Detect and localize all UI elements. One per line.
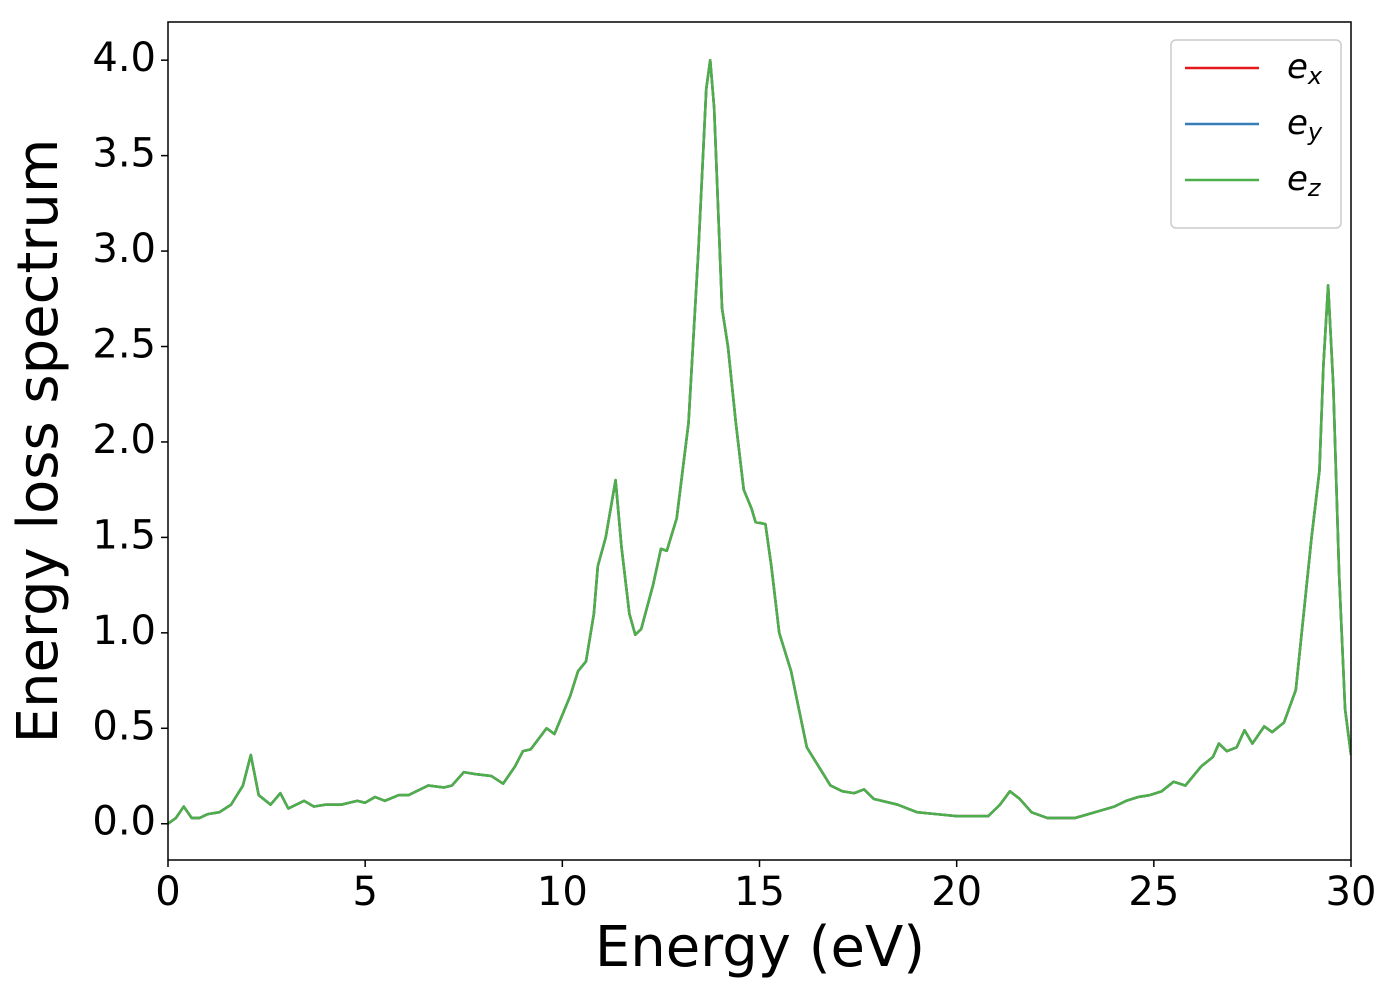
x-tick-label: 30: [1326, 869, 1377, 915]
x-axis-label: Energy (eV): [595, 915, 925, 980]
y-tick-label: 4.0: [92, 35, 156, 81]
legend-label: ex: [1287, 47, 1323, 91]
y-tick-label: 3.5: [92, 131, 156, 177]
x-tick-label: 5: [352, 869, 377, 915]
y-tick-label: 2.5: [92, 322, 156, 368]
legend-label: ez: [1287, 159, 1322, 203]
line-series: [168, 58, 1351, 825]
y-axis-label: Energy loss spectrum: [6, 139, 71, 744]
x-tick-label: 15: [734, 869, 785, 915]
y-tick-label: 1.0: [92, 608, 156, 654]
x-tick-label: 25: [1128, 869, 1179, 915]
x-tick-label: 0: [155, 869, 180, 915]
y-tick-label: 0.0: [92, 799, 156, 845]
x-tick-label: 10: [537, 869, 588, 915]
y-tick-label: 2.0: [92, 417, 156, 463]
plot-frame: [167, 21, 1352, 861]
y-tick-label: 3.0: [92, 226, 156, 272]
y-tick-label: 1.5: [92, 512, 156, 558]
legend-label: ey: [1287, 103, 1323, 147]
y-tick-label: 0.5: [92, 703, 156, 749]
x-tick-label: 20: [931, 869, 982, 915]
